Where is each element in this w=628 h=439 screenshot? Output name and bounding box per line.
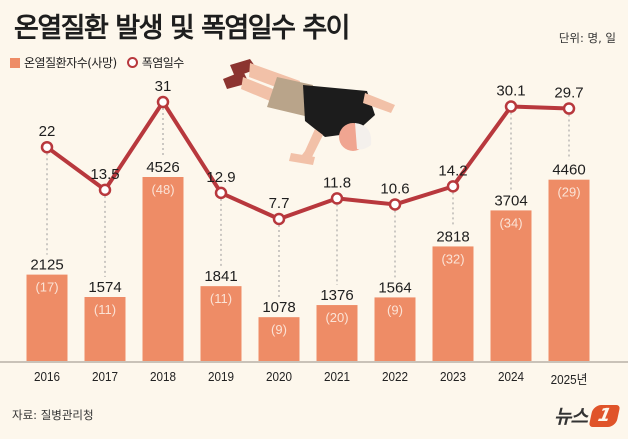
line-point-marker-icon (214, 186, 228, 200)
line-series: 22 13.5 31 12.9 7.7 11.8 10.6 14.2 30.1 29.7 (39, 78, 584, 226)
bar-value-label: 1841 (204, 268, 237, 285)
bar-value-label: 3704 (494, 192, 527, 209)
deaths-label: (48) (151, 182, 174, 197)
bar-value-label: 2818 (436, 228, 469, 245)
bar-2017 (84, 297, 126, 361)
bar-value-label: 4460 (552, 162, 585, 179)
bar-value-label: 2125 (30, 257, 63, 274)
deaths-label: (11) (94, 302, 116, 317)
x-tick-label: 2019 (207, 369, 235, 384)
line-value-label: 22 (39, 123, 56, 140)
line-point-marker-icon (562, 102, 576, 115)
line-point-marker-icon (388, 198, 402, 211)
x-tick-label: 2022 (381, 369, 409, 384)
unit-label: 단위: 명, 일 (558, 31, 616, 45)
legend-line-label: 폭염일수 (141, 56, 185, 70)
dotted-guides (46, 108, 570, 298)
bar-2019 (200, 286, 242, 361)
news1-logo: 뉴스 1 (554, 402, 621, 429)
deaths-label: (29) (557, 185, 580, 200)
line-value-label: 14.2 (438, 162, 467, 179)
deaths-label: (32) (441, 251, 464, 266)
bar-value-label: 1574 (88, 279, 121, 296)
heatstroke-person-illustration (223, 59, 395, 165)
x-tick-label: 2020 (265, 369, 293, 384)
line-point-marker-icon (446, 180, 460, 193)
deaths-label: (11) (210, 291, 232, 306)
x-tick-label: 2024 (497, 369, 525, 384)
line-point-marker-icon (98, 183, 112, 197)
x-tick-label: 2018 (149, 369, 177, 384)
x-tick-label: 2021 (323, 369, 351, 384)
chart-title: 온열질환 발생 및 폭염일수 추이 (14, 13, 351, 44)
line-point-marker-icon (330, 192, 344, 205)
bar-value-label: 1078 (262, 299, 295, 316)
line-point-marker-icon (272, 212, 286, 226)
line-value-label: 13.5 (90, 166, 119, 183)
bar-2025년 (548, 179, 590, 361)
logo-text: 뉴스 (554, 406, 588, 428)
legend-bars-label: 온열질환자수(사망) (24, 56, 117, 70)
deaths-label: (17) (35, 280, 58, 295)
line-value-label: 29.7 (554, 85, 583, 102)
deaths-label: (9) (387, 302, 403, 317)
bar-2016 (26, 274, 68, 361)
line-value-label: 30.1 (496, 83, 525, 100)
x-axis: 2016 2017 2018 2019 2020 2021 2022 2023 2024 2025… (0, 369, 628, 389)
x-tick-label: 2017 (91, 369, 119, 384)
deaths-label: (34) (499, 215, 522, 230)
legend: 온열질환자수(사망) 폭염일수 (10, 54, 184, 71)
bar-2023 (432, 246, 474, 361)
x-tick-label: 2023 (439, 369, 467, 384)
line-value-label: 11.8 (323, 174, 351, 191)
bar-2021 (316, 305, 358, 361)
line-point-marker-icon (156, 95, 170, 109)
line-value-label: 12.9 (206, 169, 235, 186)
logo-badge-icon: 1 (588, 404, 621, 427)
source-label: 자료: 질병관리청 (12, 408, 94, 422)
x-tick-label: 2016 (33, 369, 61, 384)
line-value-label: 10.6 (380, 180, 409, 197)
line-point-marker-icon (504, 100, 518, 113)
bar-2024 (490, 210, 532, 361)
line-value-label: 7.7 (269, 195, 290, 212)
bar-2020 (258, 317, 300, 361)
heatwave-days-line (45, 100, 570, 221)
bar-2022 (374, 297, 416, 361)
bar-series: 2125 (17) 1574 (11) 4526 (48) 1841 (11) 1078 (9) 1… (26, 159, 590, 361)
deaths-label: (20) (325, 310, 348, 325)
x-tick-label: 2025년 (550, 372, 588, 387)
deaths-label: (9) (271, 322, 287, 337)
bar-value-label: 1376 (320, 287, 353, 304)
line-legend-marker-icon (126, 57, 138, 68)
bar-2018 (142, 177, 184, 361)
bar-legend-swatch-icon (10, 57, 20, 68)
bar-value-label: 1564 (378, 279, 411, 296)
line-point-marker-icon (40, 140, 54, 154)
line-value-label: 31 (155, 78, 172, 95)
bar-value-label: 4526 (146, 159, 179, 176)
